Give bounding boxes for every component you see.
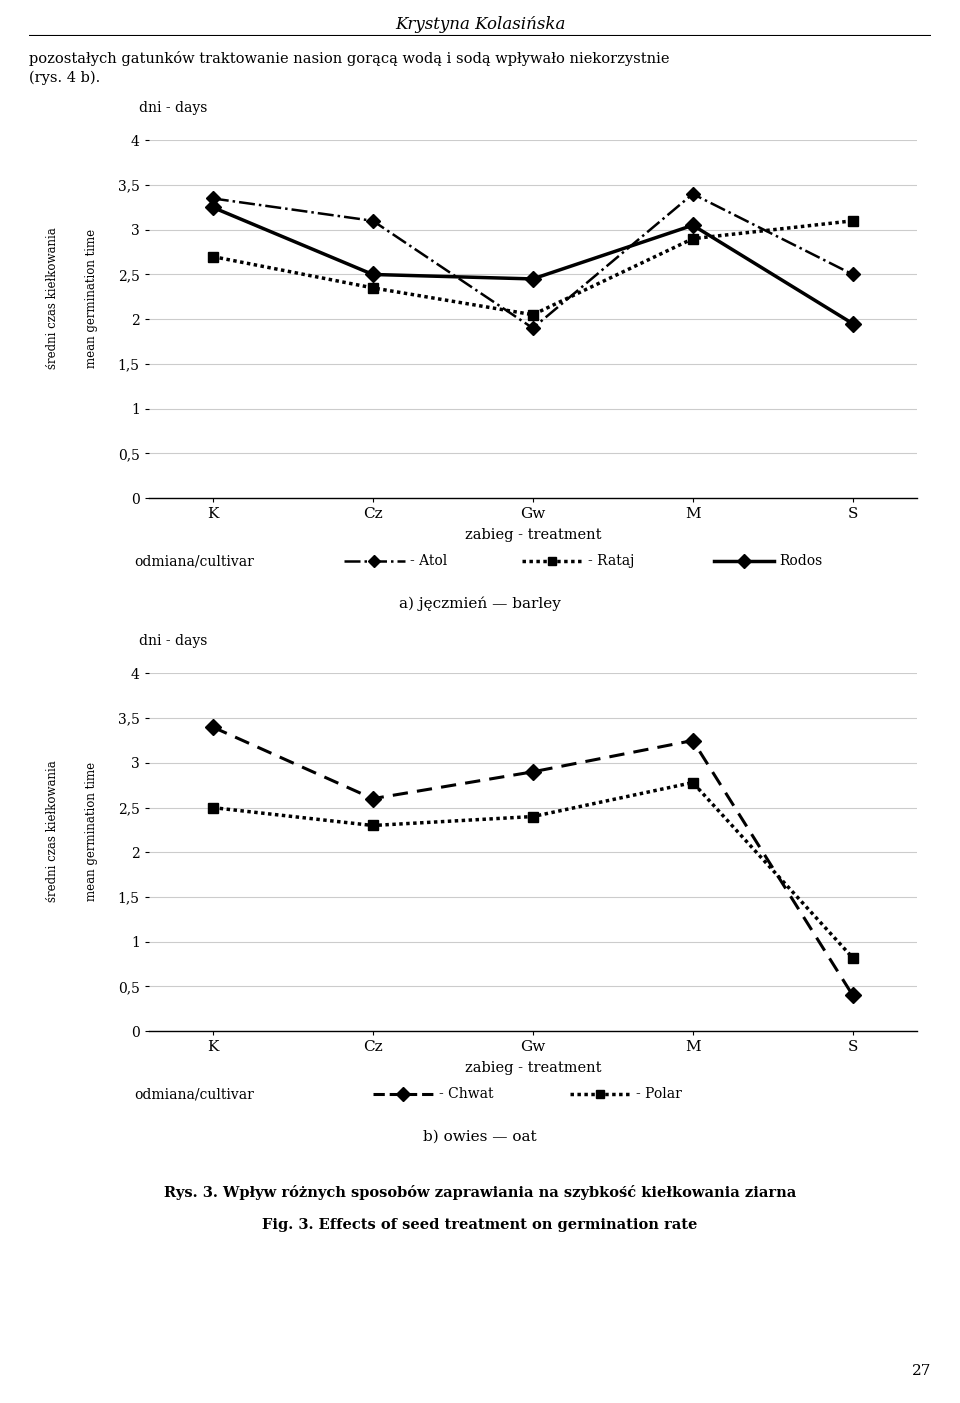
Text: 27: 27 (912, 1364, 931, 1378)
Text: dni - days: dni - days (139, 101, 207, 115)
Text: - Atol: - Atol (410, 554, 447, 568)
Text: b) owies — oat: b) owies — oat (423, 1129, 537, 1143)
Text: - Rataj: - Rataj (588, 554, 634, 568)
Text: mean germination time: mean germination time (84, 762, 98, 901)
Text: mean germination time: mean germination time (84, 229, 98, 368)
Text: odmiana/cultivar: odmiana/cultivar (134, 1087, 254, 1101)
Text: - Chwat: - Chwat (439, 1087, 493, 1101)
Text: - Polar: - Polar (636, 1087, 682, 1101)
Text: Krystyna Kolasińska: Krystyna Kolasińska (395, 15, 565, 34)
Text: (rys. 4 b).: (rys. 4 b). (29, 70, 100, 84)
Text: Rodos: Rodos (780, 554, 823, 568)
Text: średni czas kiełkowania: średni czas kiełkowania (46, 227, 60, 369)
Text: dni - days: dni - days (139, 634, 207, 648)
X-axis label: zabieg - treatment: zabieg - treatment (465, 1061, 601, 1075)
Text: a) jęczmień — barley: a) jęczmień — barley (399, 596, 561, 610)
Text: Rys. 3. Wpływ różnych sposobów zaprawiania na szybkość kiełkowania ziarna: Rys. 3. Wpływ różnych sposobów zaprawian… (164, 1186, 796, 1200)
Text: Fig. 3. Effects of seed treatment on germination rate: Fig. 3. Effects of seed treatment on ger… (262, 1218, 698, 1232)
X-axis label: zabieg - treatment: zabieg - treatment (465, 528, 601, 542)
Text: pozostałych gatunków traktowanie nasion gorącą wodą i sodą wpływało niekorzystni: pozostałych gatunków traktowanie nasion … (29, 51, 669, 66)
Text: odmiana/cultivar: odmiana/cultivar (134, 554, 254, 568)
Text: średni czas kiełkowania: średni czas kiełkowania (46, 760, 60, 902)
